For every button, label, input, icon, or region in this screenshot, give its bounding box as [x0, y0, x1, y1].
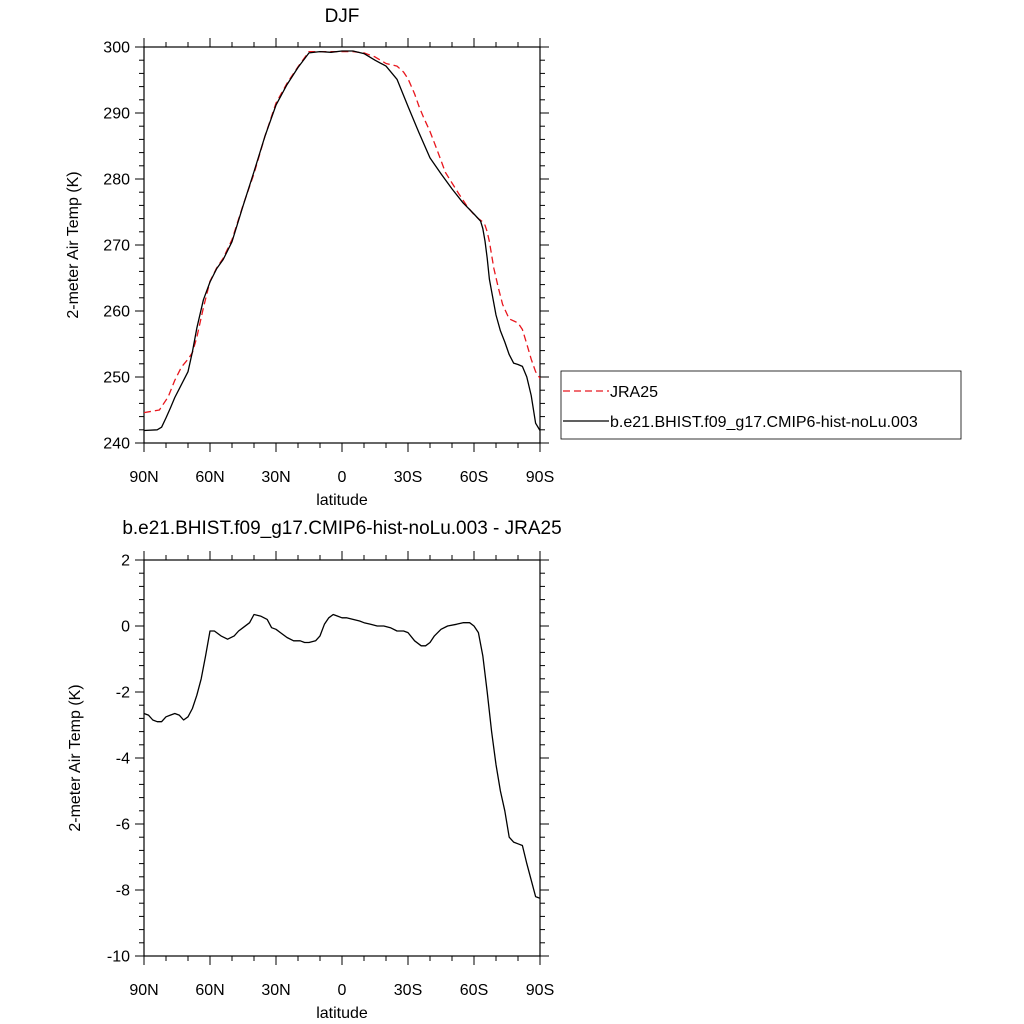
legend: JRA25 b.e21.BHIST.f09_g17.CMIP6-hist-noLu…	[560, 370, 962, 440]
series-line-model	[143, 50, 541, 432]
x-tick-label: 90N	[129, 982, 158, 999]
y-tick-label: 300	[103, 40, 130, 57]
plot-frame	[143, 46, 541, 444]
y-axis-label: 2-meter Air Temp (K)	[65, 171, 82, 318]
y-tick-label: -10	[107, 949, 130, 966]
y-axis-label: 2-meter Air Temp (K)	[67, 684, 84, 831]
y-tick-label: -6	[116, 817, 130, 834]
x-tick-label: 30S	[394, 982, 422, 999]
x-tick-label: 30N	[261, 469, 290, 486]
y-tick-label: 280	[103, 172, 130, 189]
x-tick-label: 90S	[526, 982, 554, 999]
series-line-difference	[143, 613, 541, 899]
x-tick-label: 90N	[129, 469, 158, 486]
x-tick-label: 0	[338, 982, 347, 999]
y-tick-label: 250	[103, 370, 130, 387]
x-tick-label: 30S	[394, 469, 422, 486]
y-tick-label: -8	[116, 883, 130, 900]
x-tick-label: 60S	[460, 982, 488, 999]
y-tick-label: 2	[121, 553, 130, 570]
legend-entry: b.e21.BHIST.f09_g17.CMIP6-hist-noLu.003	[610, 414, 918, 431]
x-tick-label: 30N	[261, 982, 290, 999]
x-axis-label: latitude	[316, 1005, 368, 1022]
difference-chart: b.e21.BHIST.f09_g17.CMIP6-hist-noLu.003 …	[67, 518, 562, 1022]
plot-frame	[143, 559, 541, 957]
y-tick-label: 290	[103, 106, 130, 123]
legend-box	[560, 370, 962, 440]
x-tick-label: 60N	[195, 469, 224, 486]
top-chart: DJF 90N 60N 30N 0 30S 60S 90S 240 250 260 270 280 290…	[65, 6, 962, 509]
x-tick-label: 0	[338, 469, 347, 486]
x-axis-label: latitude	[316, 492, 368, 509]
chart-title: DJF	[325, 6, 360, 27]
series-line-jra25	[143, 50, 541, 414]
x-tick-label: 60N	[195, 982, 224, 999]
y-tick-label: 260	[103, 304, 130, 321]
x-tick-label: 60S	[460, 469, 488, 486]
x-tick-label: 90S	[526, 469, 554, 486]
y-tick-label: -4	[116, 751, 130, 768]
chart-title: b.e21.BHIST.f09_g17.CMIP6-hist-noLu.003 …	[122, 518, 561, 539]
y-tick-label: 0	[121, 619, 130, 636]
y-tick-label: -2	[116, 685, 130, 702]
y-tick-label: 240	[103, 436, 130, 453]
y-tick-label: 270	[103, 238, 130, 255]
legend-entry: JRA25	[610, 384, 658, 401]
